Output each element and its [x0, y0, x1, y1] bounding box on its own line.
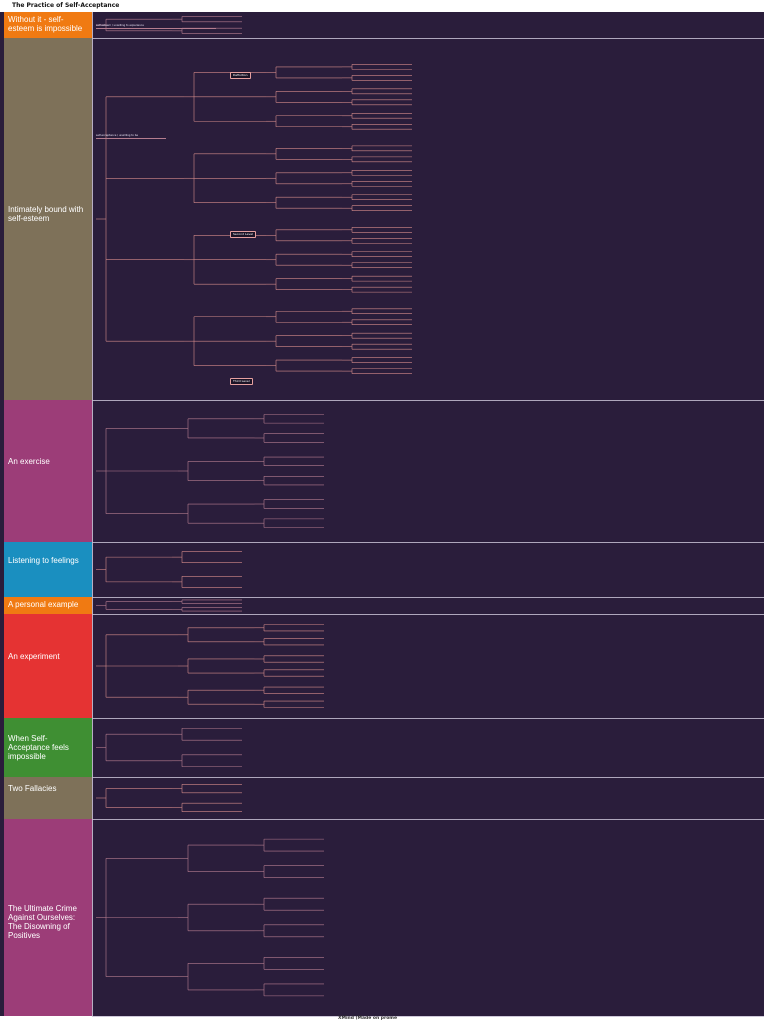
- section-label-s4: Listening to feelings: [4, 542, 92, 597]
- section-separator: [92, 38, 764, 39]
- section-label-s6: An experiment: [4, 614, 92, 718]
- section-separator: [92, 1016, 764, 1017]
- section-label-s7: When Self-Acceptance feels impossible: [4, 718, 92, 777]
- section-label-s9: The Ultimate Crime Against Ourselves: Th…: [4, 819, 92, 1016]
- section-separator: [92, 597, 764, 598]
- section-label-s8: Two Fallacies: [4, 777, 92, 819]
- key-topic-pill: Third Level: [230, 378, 253, 385]
- section-root-node: self-acceptance / unwilling to be: [96, 134, 166, 139]
- section-separator: [92, 819, 764, 820]
- mind-map-board: [0, 12, 764, 1016]
- section-separator: [92, 542, 764, 543]
- section-label-s1: Without it - self-esteem is impossible: [4, 12, 92, 38]
- footer-credit: XMind (Made on prome: [338, 1016, 398, 1021]
- section-separator: [92, 777, 764, 778]
- section-separator: [92, 400, 764, 401]
- section-label-s3: An exercise: [4, 400, 92, 542]
- key-topic-pill: Second Level: [230, 231, 256, 238]
- section-separator: [92, 614, 764, 615]
- tree-spine: [92, 12, 93, 1016]
- section-separator: [92, 718, 764, 719]
- page-title: The Practice of Self-Acceptance: [12, 2, 120, 9]
- section-label-s2: Intimately bound with self-esteem: [4, 38, 92, 400]
- topic-node: self-esteem / unwilling to experience: [96, 24, 216, 29]
- section-label-s5: A personal example: [4, 597, 92, 614]
- key-topic-pill: Definition: [230, 72, 251, 79]
